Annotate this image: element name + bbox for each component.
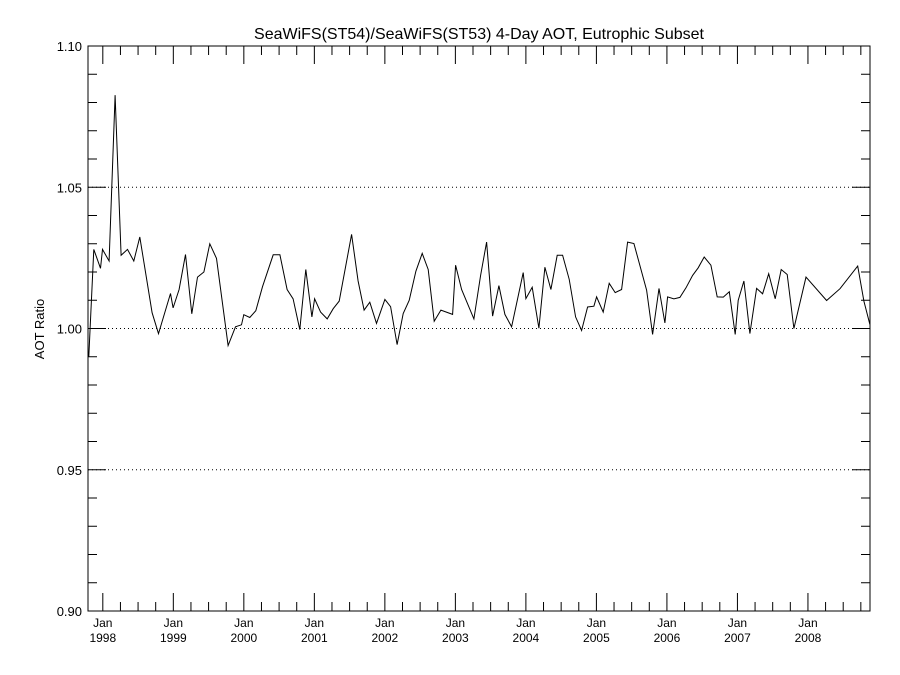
x-tick-year: 2001 xyxy=(301,631,328,645)
x-tick-year: 2005 xyxy=(583,631,610,645)
x-tick-year: 2000 xyxy=(230,631,257,645)
x-tick-year: 2003 xyxy=(442,631,469,645)
x-tick-year: 1999 xyxy=(160,631,187,645)
x-tick-month: Jan xyxy=(93,616,112,630)
x-tick-year: 2002 xyxy=(372,631,399,645)
x-tick-month: Jan xyxy=(446,616,465,630)
x-tick-month: Jan xyxy=(234,616,253,630)
x-tick-month: Jan xyxy=(375,616,394,630)
axis-ticks: 0.900.951.001.051.10Jan1998Jan1999Jan200… xyxy=(57,39,870,645)
x-tick-year: 2006 xyxy=(654,631,681,645)
x-tick-year: 1998 xyxy=(89,631,116,645)
x-tick-month: Jan xyxy=(516,616,535,630)
x-tick-month: Jan xyxy=(728,616,747,630)
y-tick-label: 0.90 xyxy=(57,604,82,619)
x-tick-month: Jan xyxy=(587,616,606,630)
chart-title: SeaWiFS(ST54)/SeaWiFS(ST53) 4-Day AOT, E… xyxy=(254,26,704,43)
x-tick-month: Jan xyxy=(798,616,817,630)
x-tick-year: 2007 xyxy=(724,631,751,645)
series-group xyxy=(88,95,871,357)
y-axis-label: AOT Ratio xyxy=(32,299,47,359)
gridlines xyxy=(88,186,870,471)
x-tick-year: 2004 xyxy=(513,631,540,645)
x-tick-year: 2008 xyxy=(795,631,822,645)
series-line xyxy=(88,95,871,357)
y-tick-label: 1.10 xyxy=(57,39,82,54)
y-tick-label: 1.05 xyxy=(57,180,82,195)
x-tick-month: Jan xyxy=(164,616,183,630)
x-tick-month: Jan xyxy=(657,616,676,630)
y-tick-label: 0.95 xyxy=(57,463,82,478)
x-tick-month: Jan xyxy=(305,616,324,630)
plot-frame xyxy=(87,45,871,612)
y-tick-label: 1.00 xyxy=(57,322,82,337)
